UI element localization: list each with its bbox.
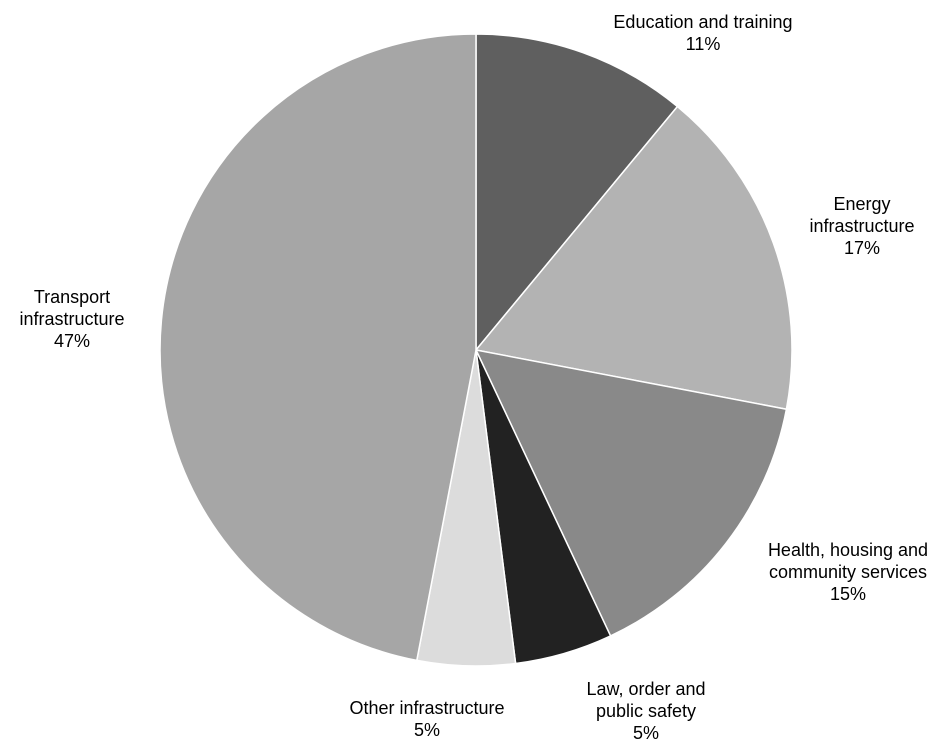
pie-slice: [475, 33, 679, 353]
slice-category-label: Education and training: [613, 12, 792, 32]
slice-category-label: community services: [769, 562, 927, 582]
slice-label: Transport infrastructure 47%: [19, 287, 124, 351]
slice-category-label: infrastructure: [19, 309, 124, 329]
slice-category-label: Other infrastructure: [349, 698, 504, 718]
pie-slices: [159, 33, 793, 667]
pie-slice: [159, 33, 477, 662]
slice-label: Health, housing and community services 15%: [768, 540, 928, 604]
pie-slice: [474, 348, 788, 637]
slice-value-label: 15%: [830, 584, 866, 604]
slice-value-label: 11%: [686, 34, 721, 54]
slice-category-label: Energy: [833, 194, 890, 214]
slice-value-label: 5%: [633, 723, 659, 743]
slice-category-label: Health, housing and: [768, 540, 928, 560]
pie-slice: [474, 105, 793, 411]
slice-label: Law, order and public safety 5%: [586, 679, 705, 743]
slice-category-label: Transport: [34, 287, 110, 307]
slice-label: Energy infrastructure 17%: [809, 194, 914, 258]
slice-category-label: Law, order and: [586, 679, 705, 699]
slice-value-label: 47%: [54, 331, 90, 351]
slice-label: Other infrastructure 5%: [349, 698, 504, 740]
slice-category-label: infrastructure: [809, 216, 914, 236]
slice-label: Education and training 11%: [613, 12, 792, 54]
slice-value-label: 17%: [844, 238, 880, 258]
pie-labels: Education and training 11%Energy infrastru…: [19, 12, 928, 743]
slice-category-label: public safety: [596, 701, 696, 721]
slice-value-label: 5%: [414, 720, 440, 740]
